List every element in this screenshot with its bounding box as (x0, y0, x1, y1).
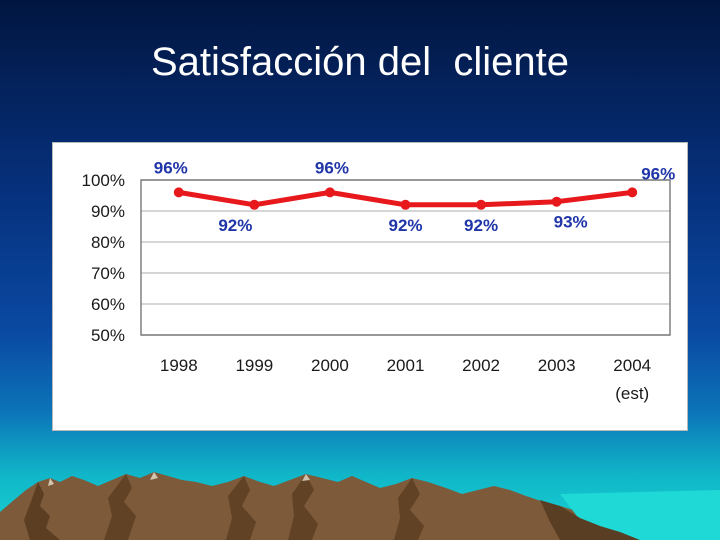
x-tick-label: 2001 (387, 356, 425, 375)
data-label: 96% (315, 158, 349, 177)
data-label: 96% (154, 158, 188, 177)
x-axis-ticks: 1998 1999 2000 2001 2002 2003 2004 (est) (160, 356, 651, 403)
data-points (173, 187, 638, 210)
data-point (627, 187, 638, 198)
data-point (249, 199, 260, 210)
slide-title: Satisfacción del cliente (150, 40, 569, 84)
y-axis-ticks: 50% 60% 70% 80% 90% 100% (82, 171, 125, 345)
data-point (400, 199, 411, 210)
data-label: 96% (641, 164, 675, 183)
x-tick-label: 2004 (613, 356, 651, 375)
y-tick-label: 100% (82, 171, 125, 190)
y-tick-label: 50% (91, 326, 125, 345)
data-label: 93% (554, 213, 588, 232)
data-point (173, 187, 184, 198)
x-tick-label: 2002 (462, 356, 500, 375)
x-tick-label: 2000 (311, 356, 349, 375)
y-tick-label: 80% (91, 233, 125, 252)
data-label: 92% (464, 216, 498, 235)
satisfaction-line-chart: 50% 60% 70% 80% 90% 100% 1998 1999 2000 2001 2002… (82, 158, 676, 403)
x-tick-label: 2003 (538, 356, 576, 375)
y-tick-label: 60% (91, 295, 125, 314)
data-label: 92% (388, 216, 422, 235)
mountain-landscape (0, 472, 720, 540)
data-label: 92% (218, 216, 252, 235)
chart-panel: 50% 60% 70% 80% 90% 100% 1998 1999 2000 2001 2002… (52, 142, 688, 431)
data-point (324, 187, 335, 198)
data-labels: 96% 92% 96% 92% 92% 93% 96% (154, 158, 675, 234)
x-tick-label: 1999 (235, 356, 273, 375)
plot-area (140, 179, 671, 336)
y-tick-label: 90% (91, 202, 125, 221)
y-tick-label: 70% (91, 264, 125, 283)
x-tick-label: 1998 (160, 356, 198, 375)
data-point (476, 199, 487, 210)
x-tick-sublabel: (est) (615, 384, 649, 403)
data-point (551, 196, 562, 207)
